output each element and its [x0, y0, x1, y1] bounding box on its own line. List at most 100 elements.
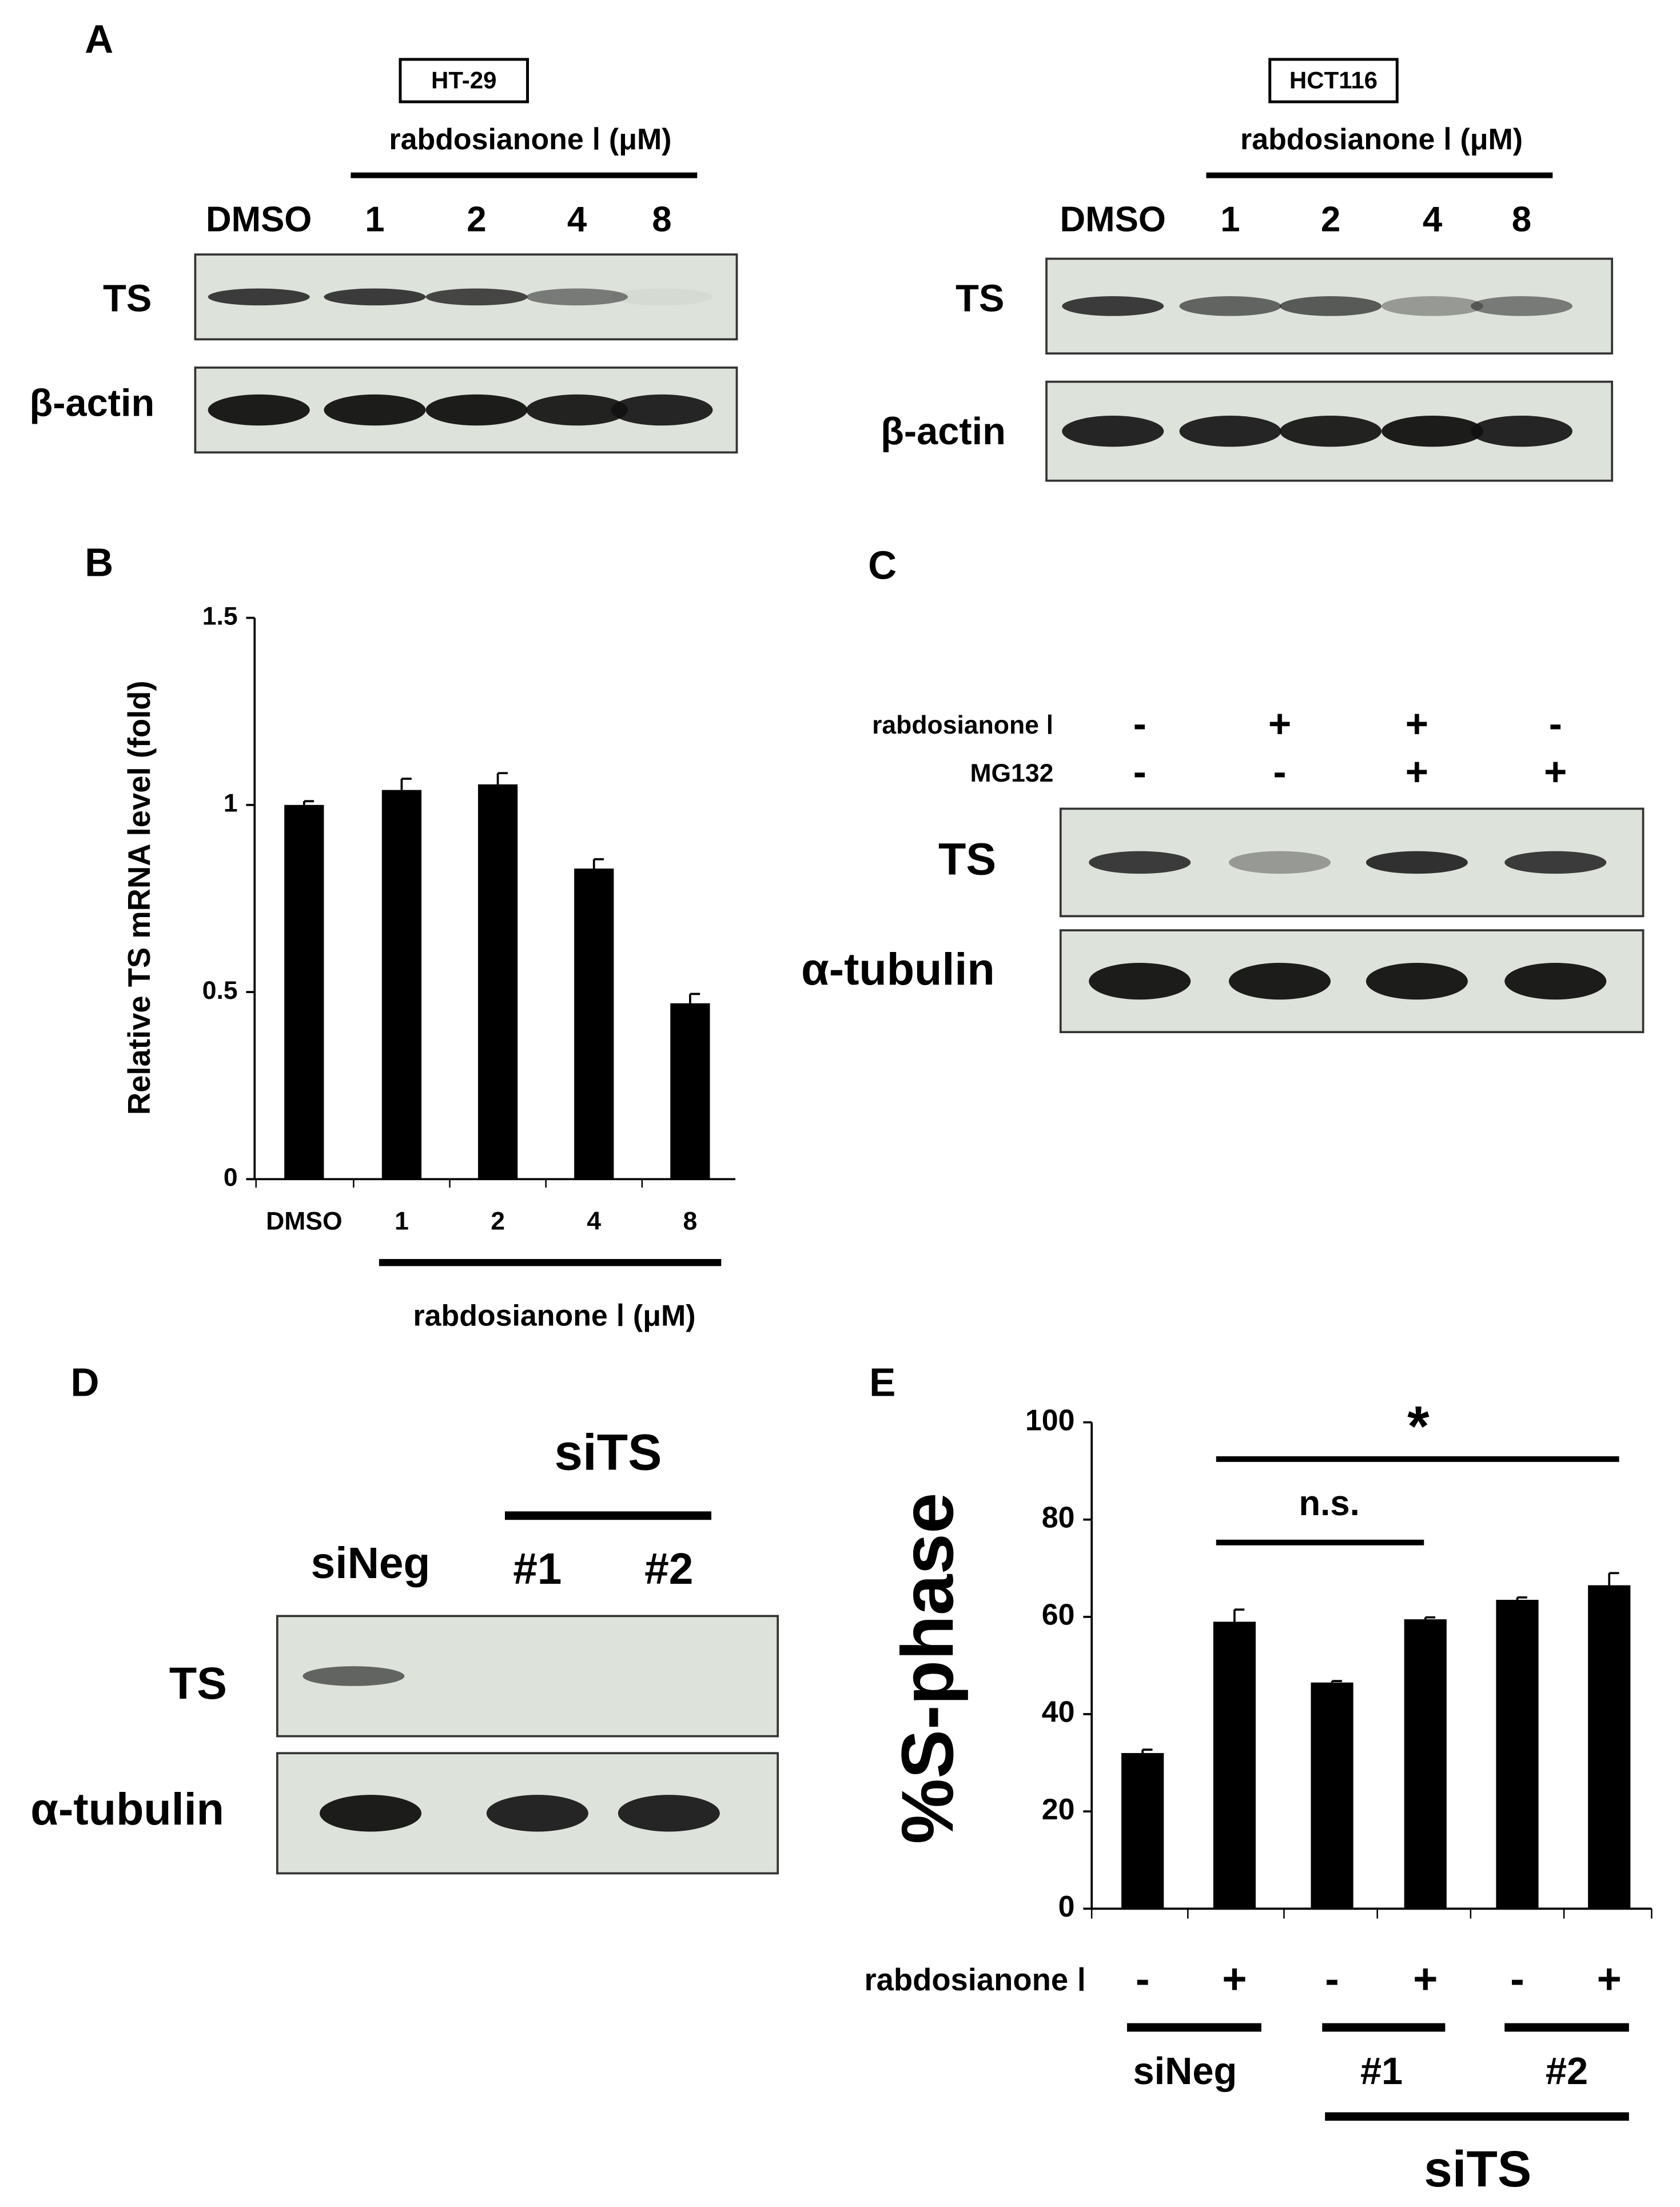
label: 2 [491, 1208, 505, 1236]
band [1382, 296, 1484, 316]
label: - [1273, 749, 1287, 794]
band [1470, 296, 1572, 316]
label: DMSO [1060, 200, 1166, 240]
label: C [868, 543, 897, 587]
label: + [1544, 749, 1567, 794]
cell-line-box [399, 58, 529, 103]
label: E [869, 1360, 895, 1405]
label: + [1406, 701, 1428, 746]
band [1504, 962, 1607, 1000]
label: * [1407, 1395, 1430, 1458]
label: β-actin [881, 411, 1006, 453]
label: 1 [1220, 200, 1240, 240]
label: 4 [1423, 200, 1443, 240]
band [1179, 415, 1281, 447]
label: #2 [644, 1545, 693, 1593]
label: Relative TS mRNA level (fold) [122, 680, 157, 1115]
error-bar [689, 993, 700, 1003]
label: - [1136, 1955, 1150, 2002]
error-bar [302, 800, 314, 805]
band [324, 288, 426, 306]
band [1062, 415, 1164, 447]
band [526, 288, 628, 306]
band [425, 288, 528, 306]
label: + [1597, 1955, 1622, 2002]
label: 1 [395, 1208, 409, 1236]
label: HCT116 [1289, 67, 1378, 94]
label: - [1133, 701, 1146, 746]
band [1504, 851, 1607, 874]
band [1280, 415, 1382, 447]
label: TS [956, 277, 1004, 320]
label: α-tubulin [30, 1783, 224, 1834]
band [1062, 296, 1164, 316]
band [324, 394, 426, 426]
error-bar [1233, 1608, 1245, 1622]
band [1366, 851, 1468, 874]
label: D [71, 1360, 99, 1405]
label: siTS [1424, 2140, 1531, 2197]
bar [1121, 1753, 1164, 1909]
cell-line-box [1268, 58, 1399, 103]
label: DMSO [266, 1208, 343, 1236]
label: 8 [652, 200, 671, 240]
label: rabdosianone Ⅰ [864, 1962, 1086, 1997]
band [611, 288, 713, 306]
error-bar [496, 772, 508, 784]
band [1089, 851, 1191, 874]
band [1470, 415, 1572, 447]
error-bar [1516, 1596, 1527, 1600]
band [1229, 851, 1331, 874]
label: #2 [1546, 2050, 1588, 2093]
band [1366, 962, 1468, 1000]
error-bar [1331, 1680, 1342, 1683]
band [1089, 962, 1191, 1000]
bar [574, 869, 614, 1180]
error-bar [400, 778, 412, 790]
label: 20 [1042, 1793, 1075, 1826]
label: B [85, 540, 113, 584]
band [1382, 415, 1484, 447]
band [486, 1795, 588, 1832]
error-bar [1424, 1616, 1436, 1620]
band [425, 394, 528, 426]
label: 40 [1042, 1696, 1075, 1729]
label: rabdosianone Ⅰ [872, 711, 1053, 739]
bar [1588, 1585, 1631, 1909]
band [611, 394, 713, 426]
label: - [1133, 749, 1146, 794]
error-bar [1608, 1572, 1619, 1585]
label: 100 [1025, 1404, 1075, 1437]
label: + [1222, 1955, 1247, 2002]
label: siNeg [1133, 2050, 1237, 2093]
label: rabdosianone Ⅰ (μM) [413, 1299, 695, 1332]
bar [284, 804, 324, 1180]
label: 8 [683, 1208, 698, 1236]
label: 2 [467, 200, 486, 240]
bar [477, 784, 518, 1180]
label: rabdosianone Ⅰ (μM) [389, 123, 671, 156]
label: HT-29 [431, 67, 496, 94]
label: DMSO [206, 200, 312, 240]
label: + [1268, 701, 1291, 746]
label: 4 [587, 1208, 601, 1236]
error-bar [1141, 1748, 1153, 1754]
label: #1 [1360, 2050, 1403, 2093]
band [1179, 296, 1281, 316]
label: #1 [513, 1545, 562, 1593]
label: siTS [554, 1423, 662, 1480]
label: - [1325, 1955, 1339, 2002]
label: n.s. [1299, 1484, 1359, 1523]
label: 0 [1058, 1890, 1075, 1923]
error-bar [592, 858, 604, 869]
label: 1.5 [202, 602, 238, 630]
label: β-actin [30, 382, 155, 424]
bar [670, 1003, 710, 1180]
label: 4 [567, 200, 587, 240]
label: 2 [1321, 200, 1340, 240]
label: rabdosianone Ⅰ (μM) [1240, 123, 1523, 156]
band [208, 394, 310, 426]
label: + [1406, 749, 1428, 794]
label: 8 [1512, 200, 1531, 240]
